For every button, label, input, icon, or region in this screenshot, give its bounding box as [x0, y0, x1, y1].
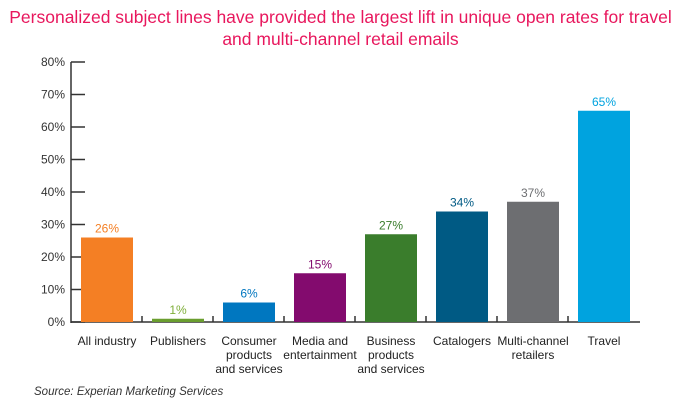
chart-title: Personalized subject lines have provided…: [9, 7, 672, 49]
bar: [507, 201, 559, 322]
category-label: Business: [367, 334, 416, 348]
source-note: Source: Experian Marketing Services: [34, 386, 224, 398]
category-label: Publishers: [150, 334, 206, 348]
value-label: 26%: [95, 222, 119, 236]
bar: [81, 237, 133, 322]
y-tick-label: 80%: [41, 55, 65, 69]
category-label: Catalogers: [433, 334, 491, 348]
category-label: and services: [357, 362, 424, 376]
bar: [436, 211, 488, 322]
category-label: Consumer: [221, 334, 276, 348]
category-label: retailers: [512, 348, 555, 362]
y-tick-label: 10%: [41, 283, 65, 297]
category-label: Media and: [292, 334, 348, 348]
y-tick-label: 60%: [41, 120, 65, 134]
category-label: products: [226, 348, 272, 362]
category-label: Travel: [588, 334, 621, 348]
value-label: 37%: [521, 186, 545, 200]
value-label: 27%: [379, 218, 403, 232]
bar: [578, 110, 630, 322]
bar: [152, 318, 204, 322]
bar: [223, 302, 275, 322]
y-tick-label: 70%: [41, 88, 65, 102]
y-tick-label: 50%: [41, 153, 65, 167]
y-tick-label: 40%: [41, 185, 65, 199]
value-label: 15%: [308, 257, 332, 271]
y-tick-label: 30%: [41, 218, 65, 232]
bar: [365, 234, 417, 322]
y-tick-label: 20%: [41, 250, 65, 264]
category-label: and services: [215, 362, 282, 376]
category-label: products: [368, 348, 414, 362]
value-label: 65%: [592, 95, 616, 109]
category-label: All industry: [78, 334, 137, 348]
value-label: 34%: [450, 196, 474, 210]
category-label: Multi-channel: [497, 334, 568, 348]
value-label: 6%: [240, 287, 258, 301]
y-tick-label: 0%: [48, 315, 66, 329]
bar: [294, 273, 346, 322]
value-label: 1%: [169, 303, 187, 317]
category-label: entertainment: [283, 348, 357, 362]
